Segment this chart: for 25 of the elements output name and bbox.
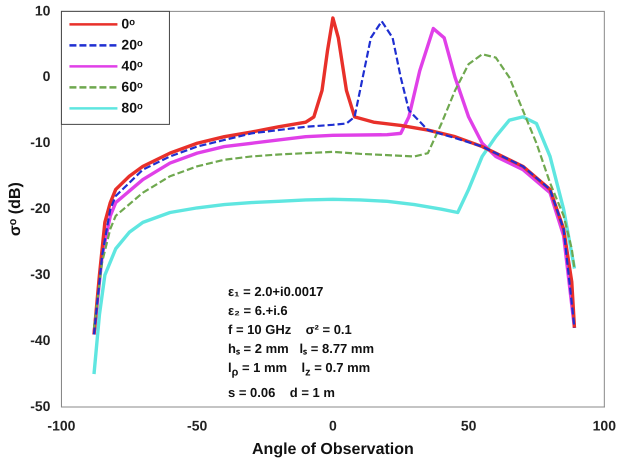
annotation: ε₁ = 2.0+i0.0017 <box>228 284 324 299</box>
y-tick-label: 0 <box>42 68 51 84</box>
annotation: ε₂ = 6.+i.6 <box>228 303 288 318</box>
legend-label: 60ᵒ <box>121 78 144 94</box>
x-tick-label: 100 <box>592 417 616 434</box>
annotation: hₛ = 2 mm lₛ = 8.77 mm <box>228 341 374 356</box>
legend-label: 80ᵒ <box>121 99 144 116</box>
x-tick-label: 50 <box>460 417 477 434</box>
x-tick-label: 0 <box>328 417 337 434</box>
x-axis-title: Angle of Observation <box>252 440 414 458</box>
annotation: s = 0.06 d = 1 m <box>228 384 335 400</box>
annotation: l$_{ρ}$ = 1 mm l$_{z}$ = 0.7 mm <box>228 360 370 379</box>
y-tick-label: -20 <box>30 200 51 216</box>
y-axis-title: σᵒ (dB) <box>7 182 24 236</box>
y-tick-label: -30 <box>30 266 51 282</box>
x-tick-label: -100 <box>47 417 76 434</box>
y-tick-label: 10 <box>34 2 51 18</box>
legend-label: 0ᵒ <box>121 15 136 32</box>
y-tick-label: -40 <box>30 332 51 348</box>
legend-label: 20ᵒ <box>121 36 144 52</box>
x-tick-label: -50 <box>187 417 208 434</box>
y-tick-label: -10 <box>30 134 51 150</box>
legend-label: 40ᵒ <box>121 57 144 74</box>
annotation: f = 10 GHz σ² = 0.1 <box>228 322 352 337</box>
y-tick-label: -50 <box>30 398 51 414</box>
